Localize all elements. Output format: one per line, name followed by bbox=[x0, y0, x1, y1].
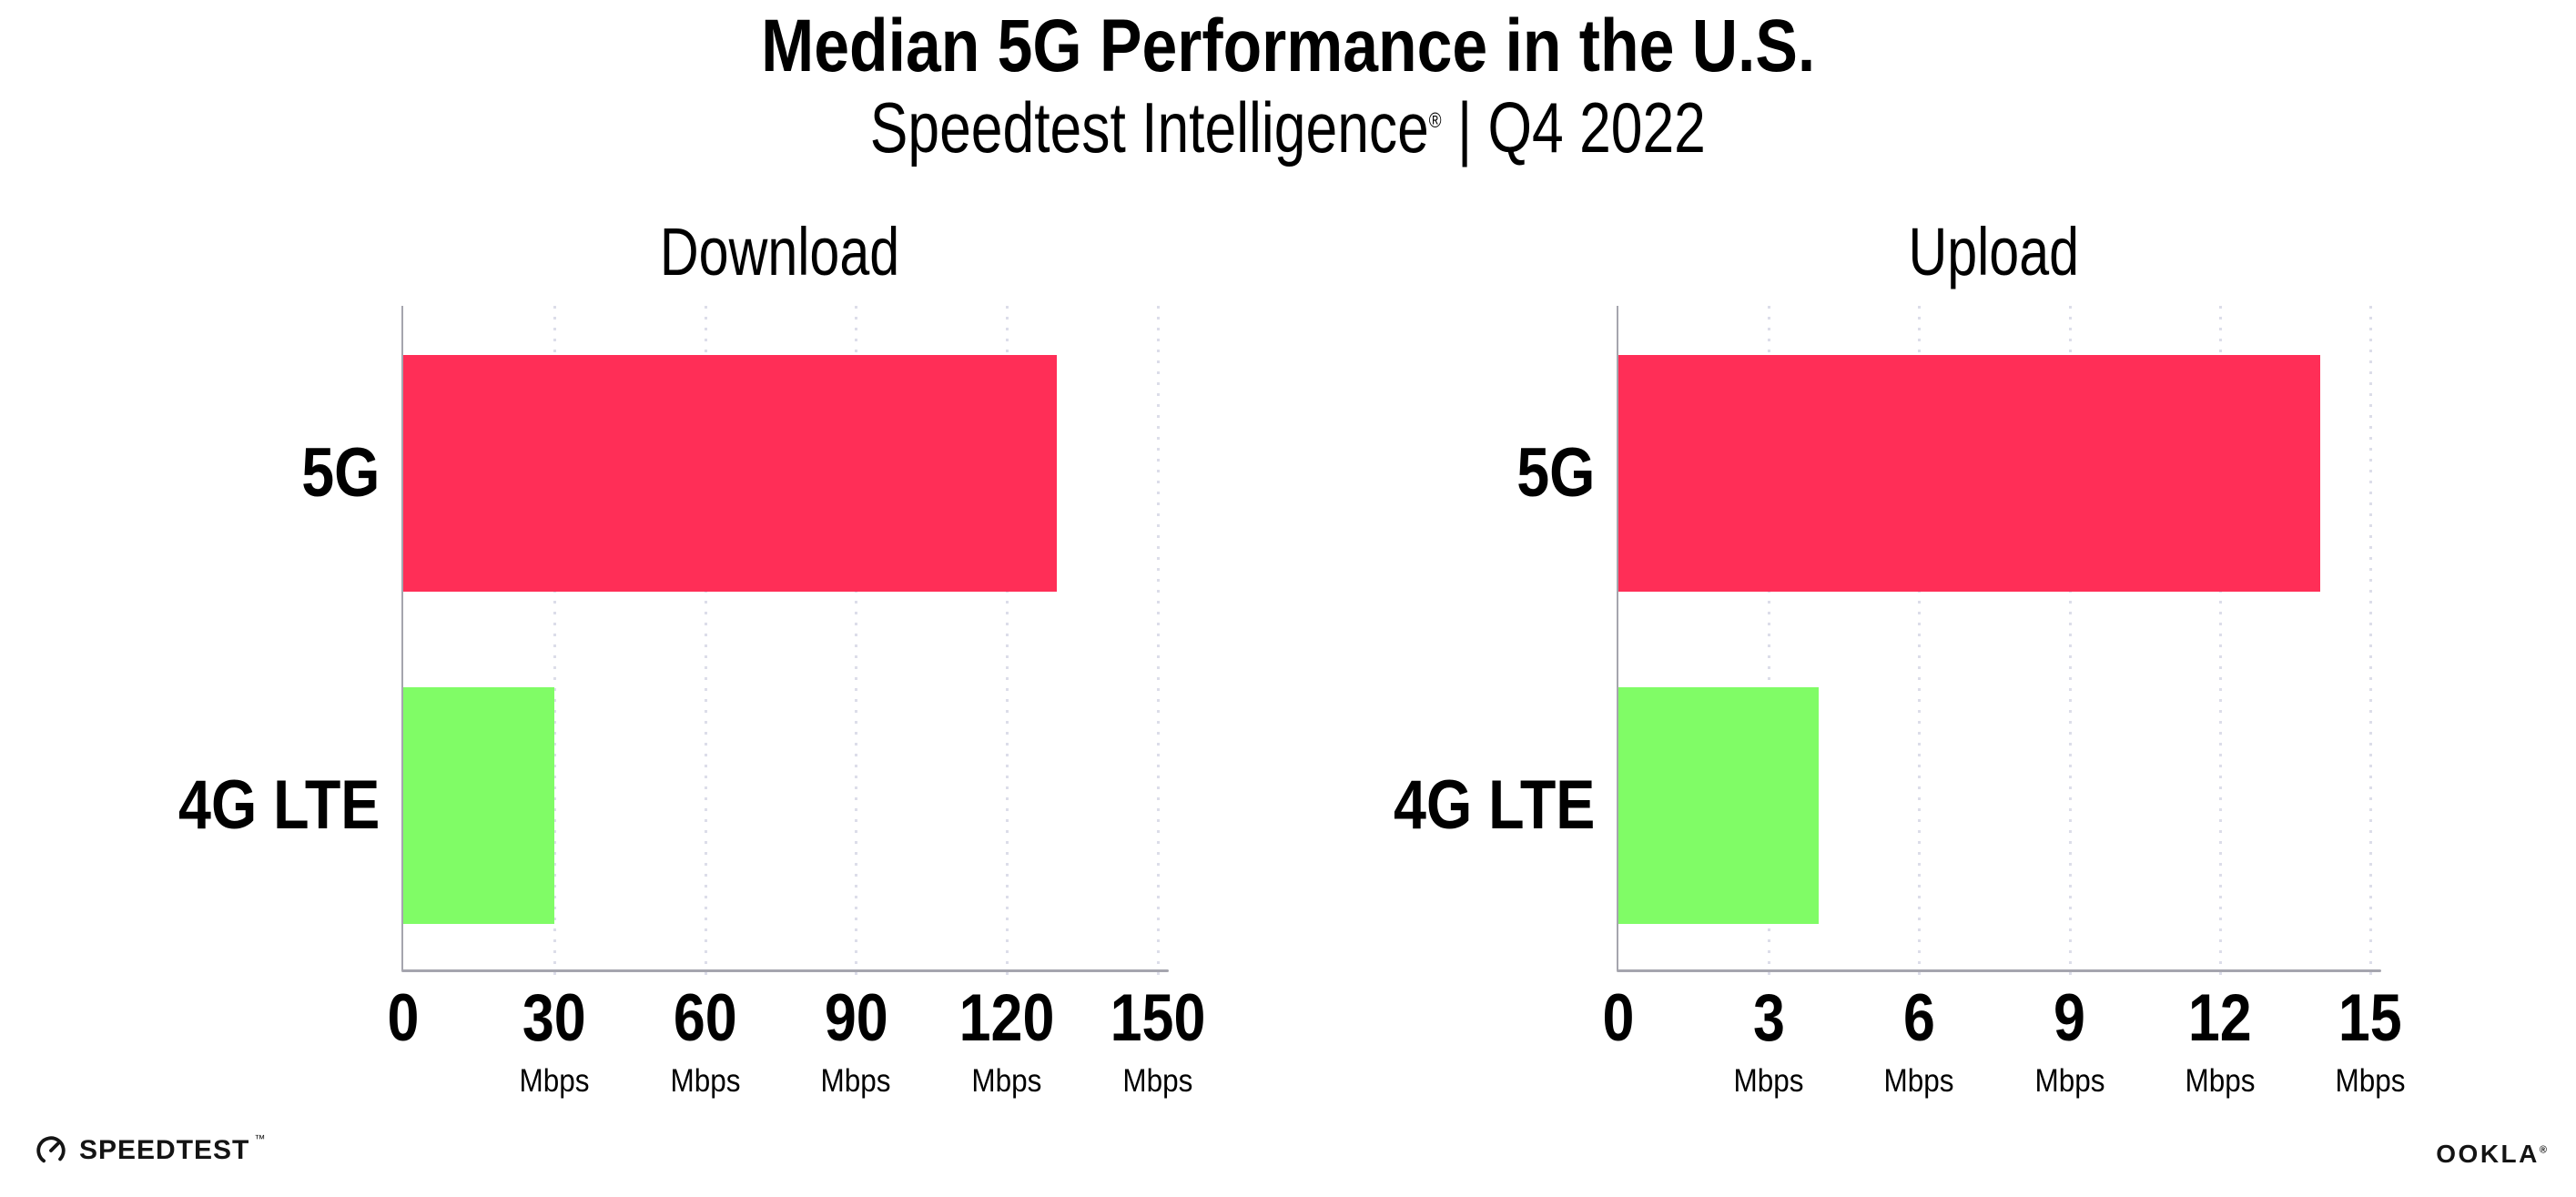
x-tick-15: 15 Mbps bbox=[2331, 985, 2409, 1097]
registered-mark: ® bbox=[1428, 108, 1442, 132]
gridline-120 bbox=[1006, 306, 1009, 983]
x-tick-0: 0 bbox=[385, 985, 422, 1051]
upload-chart-title: Upload bbox=[1908, 214, 2079, 289]
gridline-90 bbox=[855, 306, 858, 983]
x-tick-90: 90 Mbps bbox=[817, 985, 896, 1097]
x-tick-0: 0 bbox=[1600, 985, 1638, 1051]
upload-chart: Upload 5G 4G LTE 0 3 Mbps 6 Mbps 9 Mbps 12 Mbps 15 M… bbox=[1394, 218, 2406, 1098]
bar-row-4g-lte bbox=[403, 687, 1158, 924]
subtitle-period: | Q4 2022 bbox=[1441, 87, 1707, 167]
subtitle-brand: Speedtest Intelligence bbox=[869, 87, 1429, 167]
download-plot-area: 5G 4G LTE 0 30 Mbps 60 Mbps 90 Mbps 120 Mbps 150 Mbp… bbox=[178, 306, 1205, 1097]
x-tick-150: 150 Mbps bbox=[1102, 985, 1213, 1097]
download-chart: Download 5G 4G LTE 0 30 Mbps 60 Mbps 90 Mbps 120 M… bbox=[178, 218, 1206, 1098]
x-axis-line bbox=[401, 969, 1169, 972]
category-label-text: 5G bbox=[1516, 434, 1595, 512]
gridline-15 bbox=[2369, 306, 2372, 983]
speedtest-wordmark: SPEEDTEST bbox=[79, 1135, 250, 1165]
x-tick-6: 6 Mbps bbox=[1881, 985, 1959, 1097]
tick-unit-text: Mbps bbox=[519, 1063, 590, 1099]
tick-value: 3 bbox=[1752, 981, 1785, 1055]
ookla-logo: OOKLA® bbox=[2436, 1141, 2547, 1167]
tick-value: 12 bbox=[2187, 981, 2252, 1055]
upload-plot-area: 5G 4G LTE 0 3 Mbps 6 Mbps 9 Mbps 12 Mbps 15 Mbps bbox=[1394, 306, 2406, 1097]
tick-unit-text: Mbps bbox=[820, 1063, 891, 1099]
tick-value: 15 bbox=[2338, 981, 2402, 1055]
gridline-12 bbox=[2218, 306, 2222, 983]
tick-unit: Mbps bbox=[1729, 1065, 1808, 1097]
tick-value: 9 bbox=[2054, 981, 2086, 1055]
gridline-60 bbox=[704, 306, 707, 983]
tick-unit-text: Mbps bbox=[1733, 1063, 1804, 1099]
bar-4g-lte bbox=[1618, 687, 1820, 924]
x-tick-12: 12 Mbps bbox=[2181, 985, 2259, 1097]
tick-value: 60 bbox=[673, 981, 737, 1055]
bar-row-5g bbox=[1618, 355, 2370, 592]
x-tick-3: 3 Mbps bbox=[1729, 985, 1808, 1097]
trademark-mark: ™ bbox=[254, 1132, 266, 1145]
tick-unit: Mbps bbox=[1102, 1065, 1213, 1097]
x-tick-60: 60 Mbps bbox=[666, 985, 745, 1097]
tick-unit: Mbps bbox=[515, 1065, 593, 1097]
bar-5g bbox=[403, 355, 1058, 592]
ookla-wordmark: OOKLA bbox=[2436, 1140, 2540, 1168]
tick-value: 150 bbox=[1110, 981, 1206, 1055]
ookla-registered-mark: ® bbox=[2539, 1144, 2547, 1156]
tick-unit-text: Mbps bbox=[2034, 1063, 2105, 1099]
tick-unit: Mbps bbox=[2181, 1065, 2259, 1097]
category-label-5g: 5G bbox=[1267, 355, 1595, 592]
bar-5g bbox=[1618, 355, 2320, 592]
gridline-30 bbox=[553, 306, 556, 983]
bar-row-5g bbox=[403, 355, 1158, 592]
download-chart-title: Download bbox=[659, 214, 900, 289]
category-label-4g-lte: 4G LTE bbox=[1267, 687, 1595, 924]
tick-unit: Mbps bbox=[951, 1065, 1062, 1097]
page-subtitle-text: Speedtest Intelligence® | Q4 2022 bbox=[869, 87, 1707, 167]
tick-value: 0 bbox=[1602, 981, 1635, 1055]
category-label-4g-lte: 4G LTE bbox=[52, 687, 380, 924]
tick-unit-text: Mbps bbox=[1122, 1063, 1193, 1099]
category-label-text: 5G bbox=[300, 434, 380, 512]
tick-unit-text: Mbps bbox=[670, 1063, 741, 1099]
x-tick-120: 120 Mbps bbox=[951, 985, 1062, 1097]
x-axis-line bbox=[1617, 969, 2381, 972]
speedometer-gauge-icon bbox=[36, 1136, 66, 1165]
tick-unit-text: Mbps bbox=[1883, 1063, 1954, 1099]
tick-unit: Mbps bbox=[666, 1065, 745, 1097]
page-title-text: Median 5G Performance in the U.S. bbox=[760, 5, 1816, 87]
gridline-150 bbox=[1157, 306, 1160, 983]
tick-unit: Mbps bbox=[817, 1065, 896, 1097]
tick-unit-text: Mbps bbox=[2335, 1063, 2406, 1099]
page-title: Median 5G Performance in the U.S. bbox=[0, 5, 2576, 87]
tick-unit-text: Mbps bbox=[971, 1063, 1042, 1099]
category-label-5g: 5G bbox=[52, 355, 380, 592]
tick-value: 30 bbox=[522, 981, 586, 1055]
x-tick-9: 9 Mbps bbox=[2031, 985, 2109, 1097]
tick-value: 6 bbox=[1902, 981, 1935, 1055]
bar-row-4g-lte bbox=[1618, 687, 2370, 924]
gridline-9 bbox=[2068, 306, 2072, 983]
category-label-text: 4G LTE bbox=[1393, 766, 1595, 844]
tick-unit: Mbps bbox=[2331, 1065, 2409, 1097]
tick-unit-text: Mbps bbox=[2185, 1063, 2256, 1099]
bar-4g-lte bbox=[403, 687, 554, 924]
gridline-3 bbox=[1768, 306, 1771, 983]
tick-unit: Mbps bbox=[2031, 1065, 2109, 1097]
speedtest-logo: SPEEDTEST ™ bbox=[35, 1132, 266, 1167]
tick-unit: Mbps bbox=[1881, 1065, 1959, 1097]
page-subtitle: Speedtest Intelligence® | Q4 2022 bbox=[0, 87, 2576, 167]
tick-value: 90 bbox=[824, 981, 888, 1055]
x-tick-30: 30 Mbps bbox=[515, 985, 593, 1097]
category-label-text: 4G LTE bbox=[177, 766, 380, 844]
tick-value: 120 bbox=[958, 981, 1055, 1055]
tick-value: 0 bbox=[387, 981, 420, 1055]
gridline-6 bbox=[1918, 306, 1922, 983]
